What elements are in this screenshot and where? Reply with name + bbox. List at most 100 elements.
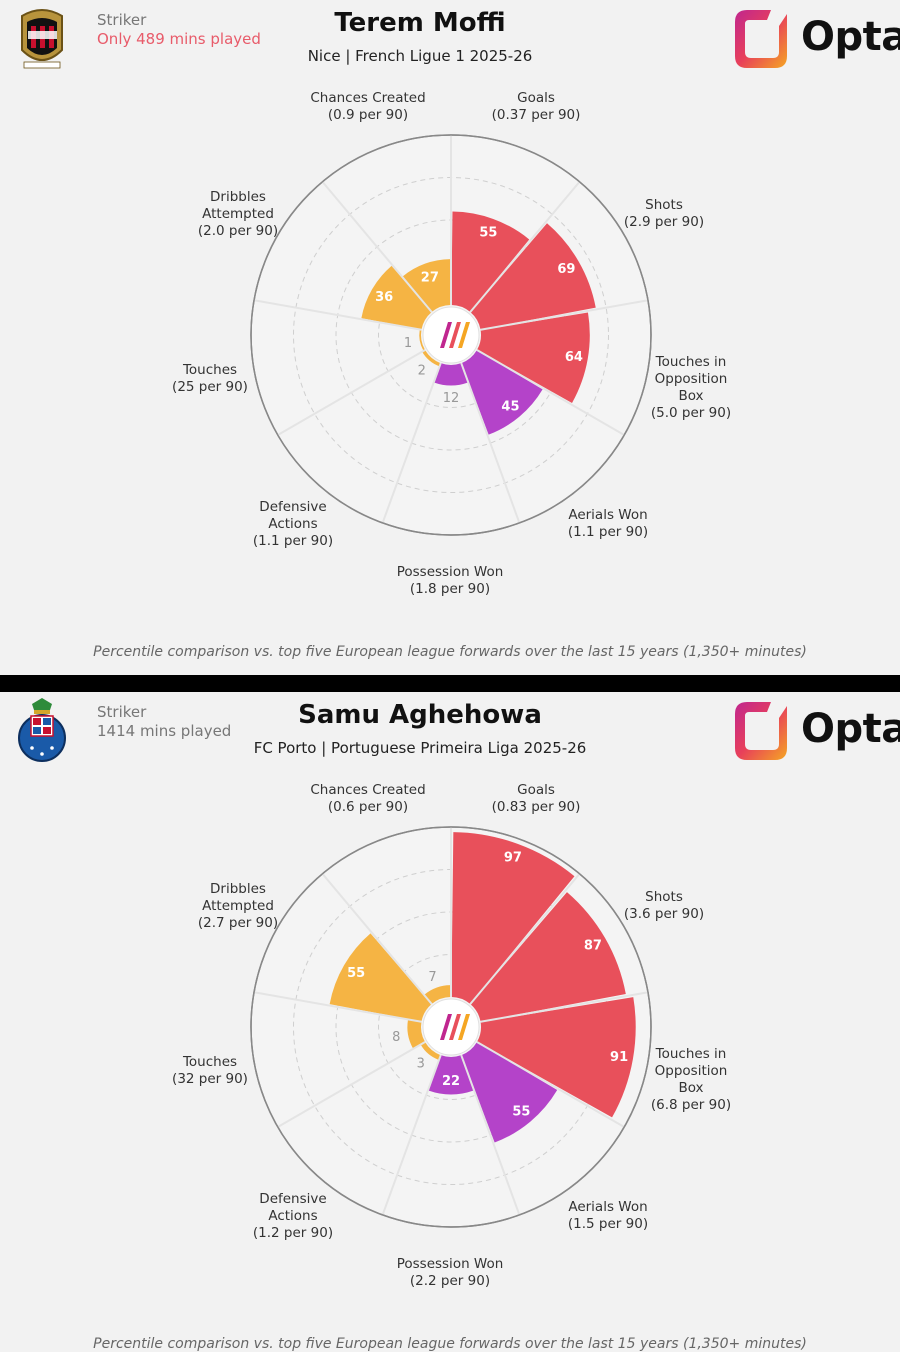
center-hub (422, 306, 480, 364)
bar-dribbles-attempted (361, 265, 432, 330)
metric-label-touches-in-box: Touches in Opposition Box (5.0 per 90) (650, 354, 732, 421)
value-label-shots: 87 (584, 939, 602, 954)
bar-chances-created (402, 259, 451, 312)
team-league-subtitle: FC Porto | Portuguese Primeira Liga 2025… (253, 739, 587, 757)
player-panel-moffi: Striker Only 489 mins played Terem Moffi… (0, 0, 900, 675)
value-label-dribbles-attempted: 36 (375, 290, 393, 305)
center-logo-stroke (440, 322, 452, 348)
metric-label-touches-in-box: Touches in Opposition Box (6.8 per 90) (650, 1046, 732, 1113)
bar-aerials-won (461, 1042, 558, 1143)
radar-spoke (476, 349, 625, 436)
player-name: Terem Moffi (334, 8, 506, 38)
metric-label-shots: Shots (3.6 per 90) (623, 889, 705, 922)
footnote: Percentile comparison vs. top five Europ… (93, 644, 807, 660)
bar-shots (470, 892, 626, 1022)
bar-shots (470, 223, 596, 330)
player-position: Striker (97, 703, 147, 721)
value-label-touches-in-opposition-box: 64 (565, 350, 583, 365)
radar-spoke (460, 1054, 521, 1216)
player-panel-aghehowa: Striker 1414 mins played Samu Aghehowa F… (0, 692, 900, 1352)
radar-spoke (480, 991, 649, 1023)
value-label-aerials-won: 45 (501, 399, 519, 414)
center-logo-icon (440, 322, 470, 348)
metric-label-goals: Goals (0.83 per 90) (491, 782, 581, 815)
bar-aerials-won (461, 350, 543, 435)
value-label-touches: 8 (392, 1030, 400, 1045)
opta-logo: Opta (733, 6, 900, 72)
bar-touches (419, 329, 425, 351)
value-label-aerials-won: 55 (512, 1104, 530, 1119)
center-logo-stroke (458, 322, 470, 348)
metric-label-goals: Goals (0.37 per 90) (491, 90, 581, 123)
radar-spoke (469, 873, 581, 1005)
ogc-nice-crest-icon (21, 9, 63, 69)
minutes-played-warning: Only 489 mins played (97, 30, 261, 48)
value-label-defensive-actions: 2 (418, 363, 426, 378)
fc-porto-crest-icon (18, 698, 66, 762)
center-logo-icon (440, 1014, 470, 1040)
radar-spoke (253, 299, 422, 331)
opta-logo-mark-icon (735, 702, 787, 760)
radar-spoke (381, 362, 442, 524)
value-label-chances-created: 27 (421, 270, 439, 285)
metric-label-aerials-won: Aerials Won (1.5 per 90) (567, 1199, 649, 1232)
radar-spoke (321, 873, 433, 1005)
metric-label-possession-won: Possession Won (2.2 per 90) (396, 1256, 504, 1289)
metric-label-touches: Touches (32 per 90) (172, 1054, 248, 1087)
value-label-touches: 1 (404, 336, 412, 351)
radar-spoke (476, 1041, 625, 1128)
bar-touches-in-opposition-box (477, 312, 590, 403)
panel-divider (0, 675, 900, 692)
center-hub (422, 998, 480, 1056)
value-label-possession-won: 12 (443, 391, 460, 406)
bar-goals (451, 211, 530, 312)
radar-spoke (321, 181, 433, 313)
bar-dribbles-attempted (329, 933, 432, 1022)
radar-outer-ring (250, 134, 652, 536)
opta-logo: Opta (733, 698, 900, 764)
bar-goals (451, 832, 575, 1004)
radar-chart: 97 87 91 55 22 3 8 55 7 (250, 826, 652, 1228)
radar-spoke (381, 1054, 442, 1216)
value-label-touches-in-opposition-box: 91 (610, 1050, 628, 1065)
bar-touches (407, 1019, 425, 1049)
value-label-possession-won: 22 (442, 1074, 460, 1089)
center-logo-stroke (449, 322, 461, 348)
radar-chart: 55 69 64 45 12 21 36 27 (250, 134, 652, 536)
radar-spoke (277, 349, 426, 436)
radar-spoke (253, 991, 422, 1023)
metric-label-aerials-won: Aerials Won (1.1 per 90) (567, 507, 649, 540)
radar-outer-ring (250, 826, 652, 1228)
metric-label-dribbles-attempted: Dribbles Attempted (2.7 per 90) (197, 881, 279, 931)
player-name: Samu Aghehowa (298, 700, 542, 730)
bar-possession-won (434, 363, 468, 386)
radar-spoke (460, 362, 521, 524)
metric-label-touches: Touches (25 per 90) (172, 362, 248, 395)
radar-spoke (469, 181, 581, 313)
metric-label-chances-created: Chances Created (0.6 per 90) (310, 782, 426, 815)
center-logo-stroke (458, 1014, 470, 1040)
value-label-chances-created: 7 (428, 970, 436, 985)
metric-label-chances-created: Chances Created (0.9 per 90) (310, 90, 426, 123)
bar-defensive-actions (420, 1042, 441, 1060)
bar-chances-created (424, 985, 451, 1004)
center-logo-stroke (449, 1014, 461, 1040)
bar-possession-won (428, 1055, 474, 1095)
bar-defensive-actions (422, 350, 441, 367)
metric-label-shots: Shots (2.9 per 90) (623, 197, 705, 230)
value-label-goals: 55 (479, 226, 497, 241)
minutes-played: 1414 mins played (97, 722, 232, 740)
center-logo-stroke (440, 1014, 452, 1040)
team-league-subtitle: Nice | French Ligue 1 2025-26 (307, 47, 533, 65)
radar-spoke (277, 1041, 426, 1128)
player-position: Striker (97, 11, 147, 29)
value-label-goals: 97 (504, 851, 522, 866)
value-label-defensive-actions: 3 (417, 1057, 425, 1072)
footnote: Percentile comparison vs. top five Europ… (93, 1336, 807, 1352)
opta-wordmark: Opta (801, 14, 900, 60)
value-label-shots: 69 (557, 262, 575, 277)
metric-label-defensive-actions: Defensive Actions (1.1 per 90) (252, 499, 334, 549)
opta-logo-mark-icon (735, 10, 787, 68)
value-label-dribbles-attempted: 55 (347, 966, 365, 981)
opta-wordmark: Opta (801, 706, 900, 752)
